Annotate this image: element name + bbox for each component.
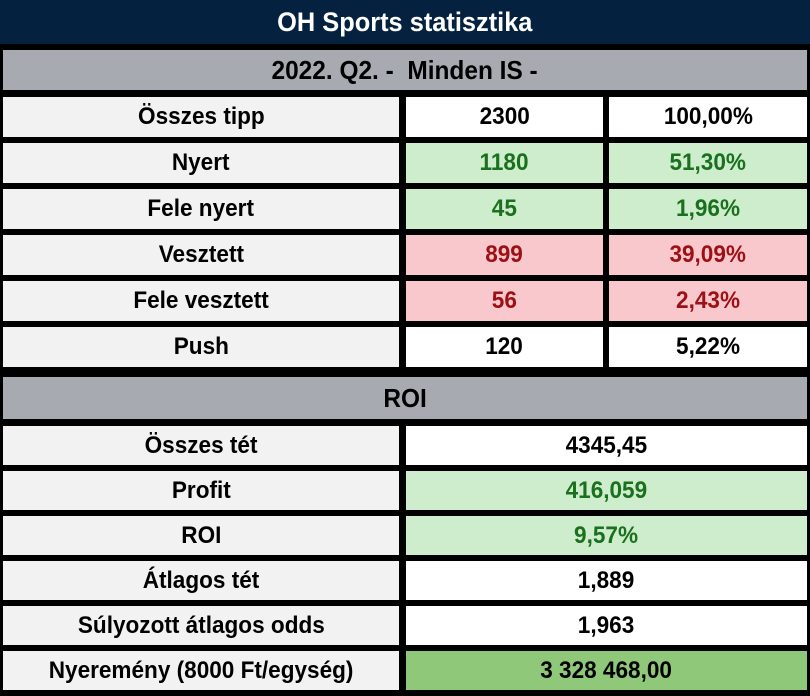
row-label: Összes tét xyxy=(3,426,399,465)
row-count: 120 xyxy=(406,327,603,367)
row-percent-text: 5,22% xyxy=(676,333,740,360)
row-value: 4345,45 xyxy=(406,426,807,465)
row-label: ROI xyxy=(3,516,399,555)
row-label-text: Profit xyxy=(171,476,231,504)
page-title: OH Sports statisztika xyxy=(277,6,533,37)
row-count: 899 xyxy=(406,235,603,275)
row-label-text: Fele nyert xyxy=(147,195,255,222)
table-row-push: Push 120 5,22% xyxy=(3,327,807,367)
row-value: 9,57% xyxy=(406,516,807,555)
table-row-nyeremeny: Nyeremény (8000 Ft/egység) 3 328 468,00 xyxy=(3,651,807,690)
row-count: 2300 xyxy=(406,97,603,137)
row-label: Fele vesztett xyxy=(3,281,399,321)
row-label-text: Összes tét xyxy=(144,431,258,459)
row-label-text: Push xyxy=(173,333,229,360)
row-count-text: 45 xyxy=(491,195,518,222)
row-label-text: Nyeremény (8000 Ft/egység) xyxy=(48,656,354,684)
row-label-text: Súlyozott átlagos odds xyxy=(77,611,325,639)
row-percent: 1,96% xyxy=(609,189,807,229)
row-percent: 39,09% xyxy=(609,235,807,275)
row-count: 1180 xyxy=(406,143,603,183)
row-percent-text: 39,09% xyxy=(669,241,747,268)
row-percent-text: 2,43% xyxy=(676,287,740,314)
table-row-osszes-tet: Összes tét 4345,45 xyxy=(3,426,807,465)
table-row-nyert: Nyert 1180 51,30% xyxy=(3,143,807,183)
row-label-text: Összes tipp xyxy=(137,103,265,130)
row-count-text: 120 xyxy=(485,333,524,360)
row-percent-text: 1,96% xyxy=(676,195,740,222)
app-header: OH Sports statisztika xyxy=(0,0,810,44)
row-value: 416,059 xyxy=(406,471,807,510)
table-row-fele-vesztett: Fele vesztett 56 2,43% xyxy=(3,281,807,321)
table-row-sulyozott-atlagos-odds: Súlyozott átlagos odds 1,963 xyxy=(3,606,807,645)
row-value: 1,889 xyxy=(406,561,807,600)
row-value-text: 1,963 xyxy=(578,611,635,639)
row-label: Nyeremény (8000 Ft/egység) xyxy=(3,651,399,690)
row-label: Összes tipp xyxy=(3,97,399,137)
table-row-osszes-tipp: Összes tipp 2300 100,00% xyxy=(3,97,807,137)
row-percent-text: 100,00% xyxy=(663,103,753,130)
row-value: 1,963 xyxy=(406,606,807,645)
row-value-text: 3 328 468,00 xyxy=(540,656,673,684)
row-value: 3 328 468,00 xyxy=(406,651,807,690)
row-label: Nyert xyxy=(3,143,399,183)
row-count-text: 2300 xyxy=(479,103,530,130)
table-row-profit: Profit 416,059 xyxy=(3,471,807,510)
row-count-text: 56 xyxy=(491,287,518,314)
table-row-roi: ROI 9,57% xyxy=(3,516,807,555)
row-label: Vesztett xyxy=(3,235,399,275)
row-label-text: Vesztett xyxy=(158,241,244,268)
table-row-vesztett: Vesztett 899 39,09% xyxy=(3,235,807,275)
row-label-text: Nyert xyxy=(172,149,230,176)
roi-section-title: ROI xyxy=(383,382,427,413)
row-percent: 2,43% xyxy=(609,281,807,321)
table-row-fele-nyert: Fele nyert 45 1,96% xyxy=(3,189,807,229)
row-value-text: 9,57% xyxy=(574,521,639,549)
row-label-text: Átlagos tét xyxy=(142,566,260,594)
row-label-text: Fele vesztett xyxy=(133,287,269,314)
row-count-text: 1180 xyxy=(480,149,529,176)
row-label: Átlagos tét xyxy=(3,561,399,600)
row-count: 56 xyxy=(406,281,603,321)
row-count: 45 xyxy=(406,189,603,229)
row-label-text: ROI xyxy=(180,521,222,549)
row-percent: 100,00% xyxy=(609,97,807,137)
row-percent-text: 51,30% xyxy=(669,149,747,176)
row-value-text: 416,059 xyxy=(565,476,648,504)
row-count-text: 899 xyxy=(485,241,524,268)
period-label: 2022. Q2. - Minden IS - xyxy=(271,54,539,85)
period-header: 2022. Q2. - Minden IS - xyxy=(3,50,807,90)
roi-section-header: ROI xyxy=(3,377,807,419)
row-label: Profit xyxy=(3,471,399,510)
table-row-atlagos-tet: Átlagos tét 1,889 xyxy=(3,561,807,600)
row-percent: 51,30% xyxy=(609,143,807,183)
row-value-text: 1,889 xyxy=(578,566,635,594)
row-value-text: 4345,45 xyxy=(565,431,648,459)
row-percent: 5,22% xyxy=(609,327,807,367)
row-label: Fele nyert xyxy=(3,189,399,229)
row-label: Push xyxy=(3,327,399,367)
row-label: Súlyozott átlagos odds xyxy=(3,606,399,645)
